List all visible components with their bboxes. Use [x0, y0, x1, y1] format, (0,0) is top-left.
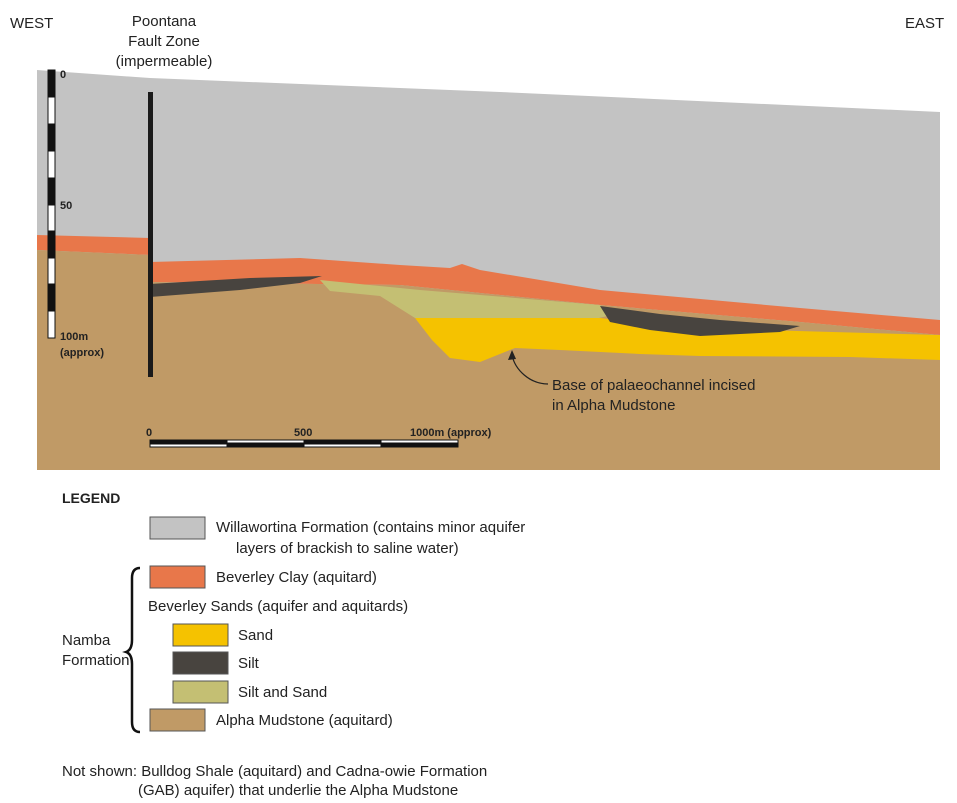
legend-title: LEGEND: [62, 490, 120, 506]
brace: [126, 568, 140, 732]
legend-label: layers of brackish to saline water): [236, 540, 459, 557]
horizontal-scale-label: 500: [294, 427, 312, 439]
horizontal-scale-label: 1000m (approx): [410, 427, 492, 439]
fault-label: Poontana: [132, 13, 197, 30]
legend-label: Willawortina Formation (contains minor a…: [216, 519, 525, 536]
horizontal-scale-bar: [150, 440, 458, 447]
note: (GAB) aquifer) that underlie the Alpha M…: [138, 782, 458, 798]
legend-label: Silt: [238, 655, 260, 672]
diagram: WEST EAST Poontana Fault Zone (impermeab…: [0, 0, 957, 798]
legend-swatch: [173, 652, 228, 674]
east-label: EAST: [905, 15, 944, 32]
annotation: Base of palaeochannel incised: [552, 377, 755, 394]
cross-section: [37, 70, 940, 470]
horizontal-scale-label: 0: [146, 427, 152, 439]
legend-label: Alpha Mudstone (aquitard): [216, 712, 393, 729]
legend-label: Beverley Clay (aquitard): [216, 569, 377, 586]
vertical-scale-label: 0: [60, 69, 66, 81]
legend-swatch: [150, 517, 205, 539]
legend-swatch: [173, 624, 228, 646]
legend-label: Beverley Sands (aquifer and aquitards): [148, 598, 408, 615]
vertical-scale-label: (approx): [60, 347, 104, 359]
annotation: in Alpha Mudstone: [552, 397, 675, 414]
west-label: WEST: [10, 15, 53, 32]
fault-label: Fault Zone: [128, 33, 200, 50]
fault-label: (impermeable): [116, 53, 213, 70]
vertical-scale-bar: [48, 70, 55, 338]
legend-swatch: [150, 566, 205, 588]
group-label: Formation: [62, 652, 130, 669]
vertical-scale-label: 100m: [60, 331, 88, 343]
group-label: Namba: [62, 632, 111, 649]
note: Not shown: Bulldog Shale (aquitard) and …: [62, 763, 487, 780]
legend-swatch: [173, 681, 228, 703]
vertical-scale-label: 50: [60, 200, 72, 212]
legend-label: Silt and Sand: [238, 684, 327, 701]
legend-swatch: [150, 709, 205, 731]
legend-label: Sand: [238, 627, 273, 644]
fault-line: [148, 92, 153, 377]
